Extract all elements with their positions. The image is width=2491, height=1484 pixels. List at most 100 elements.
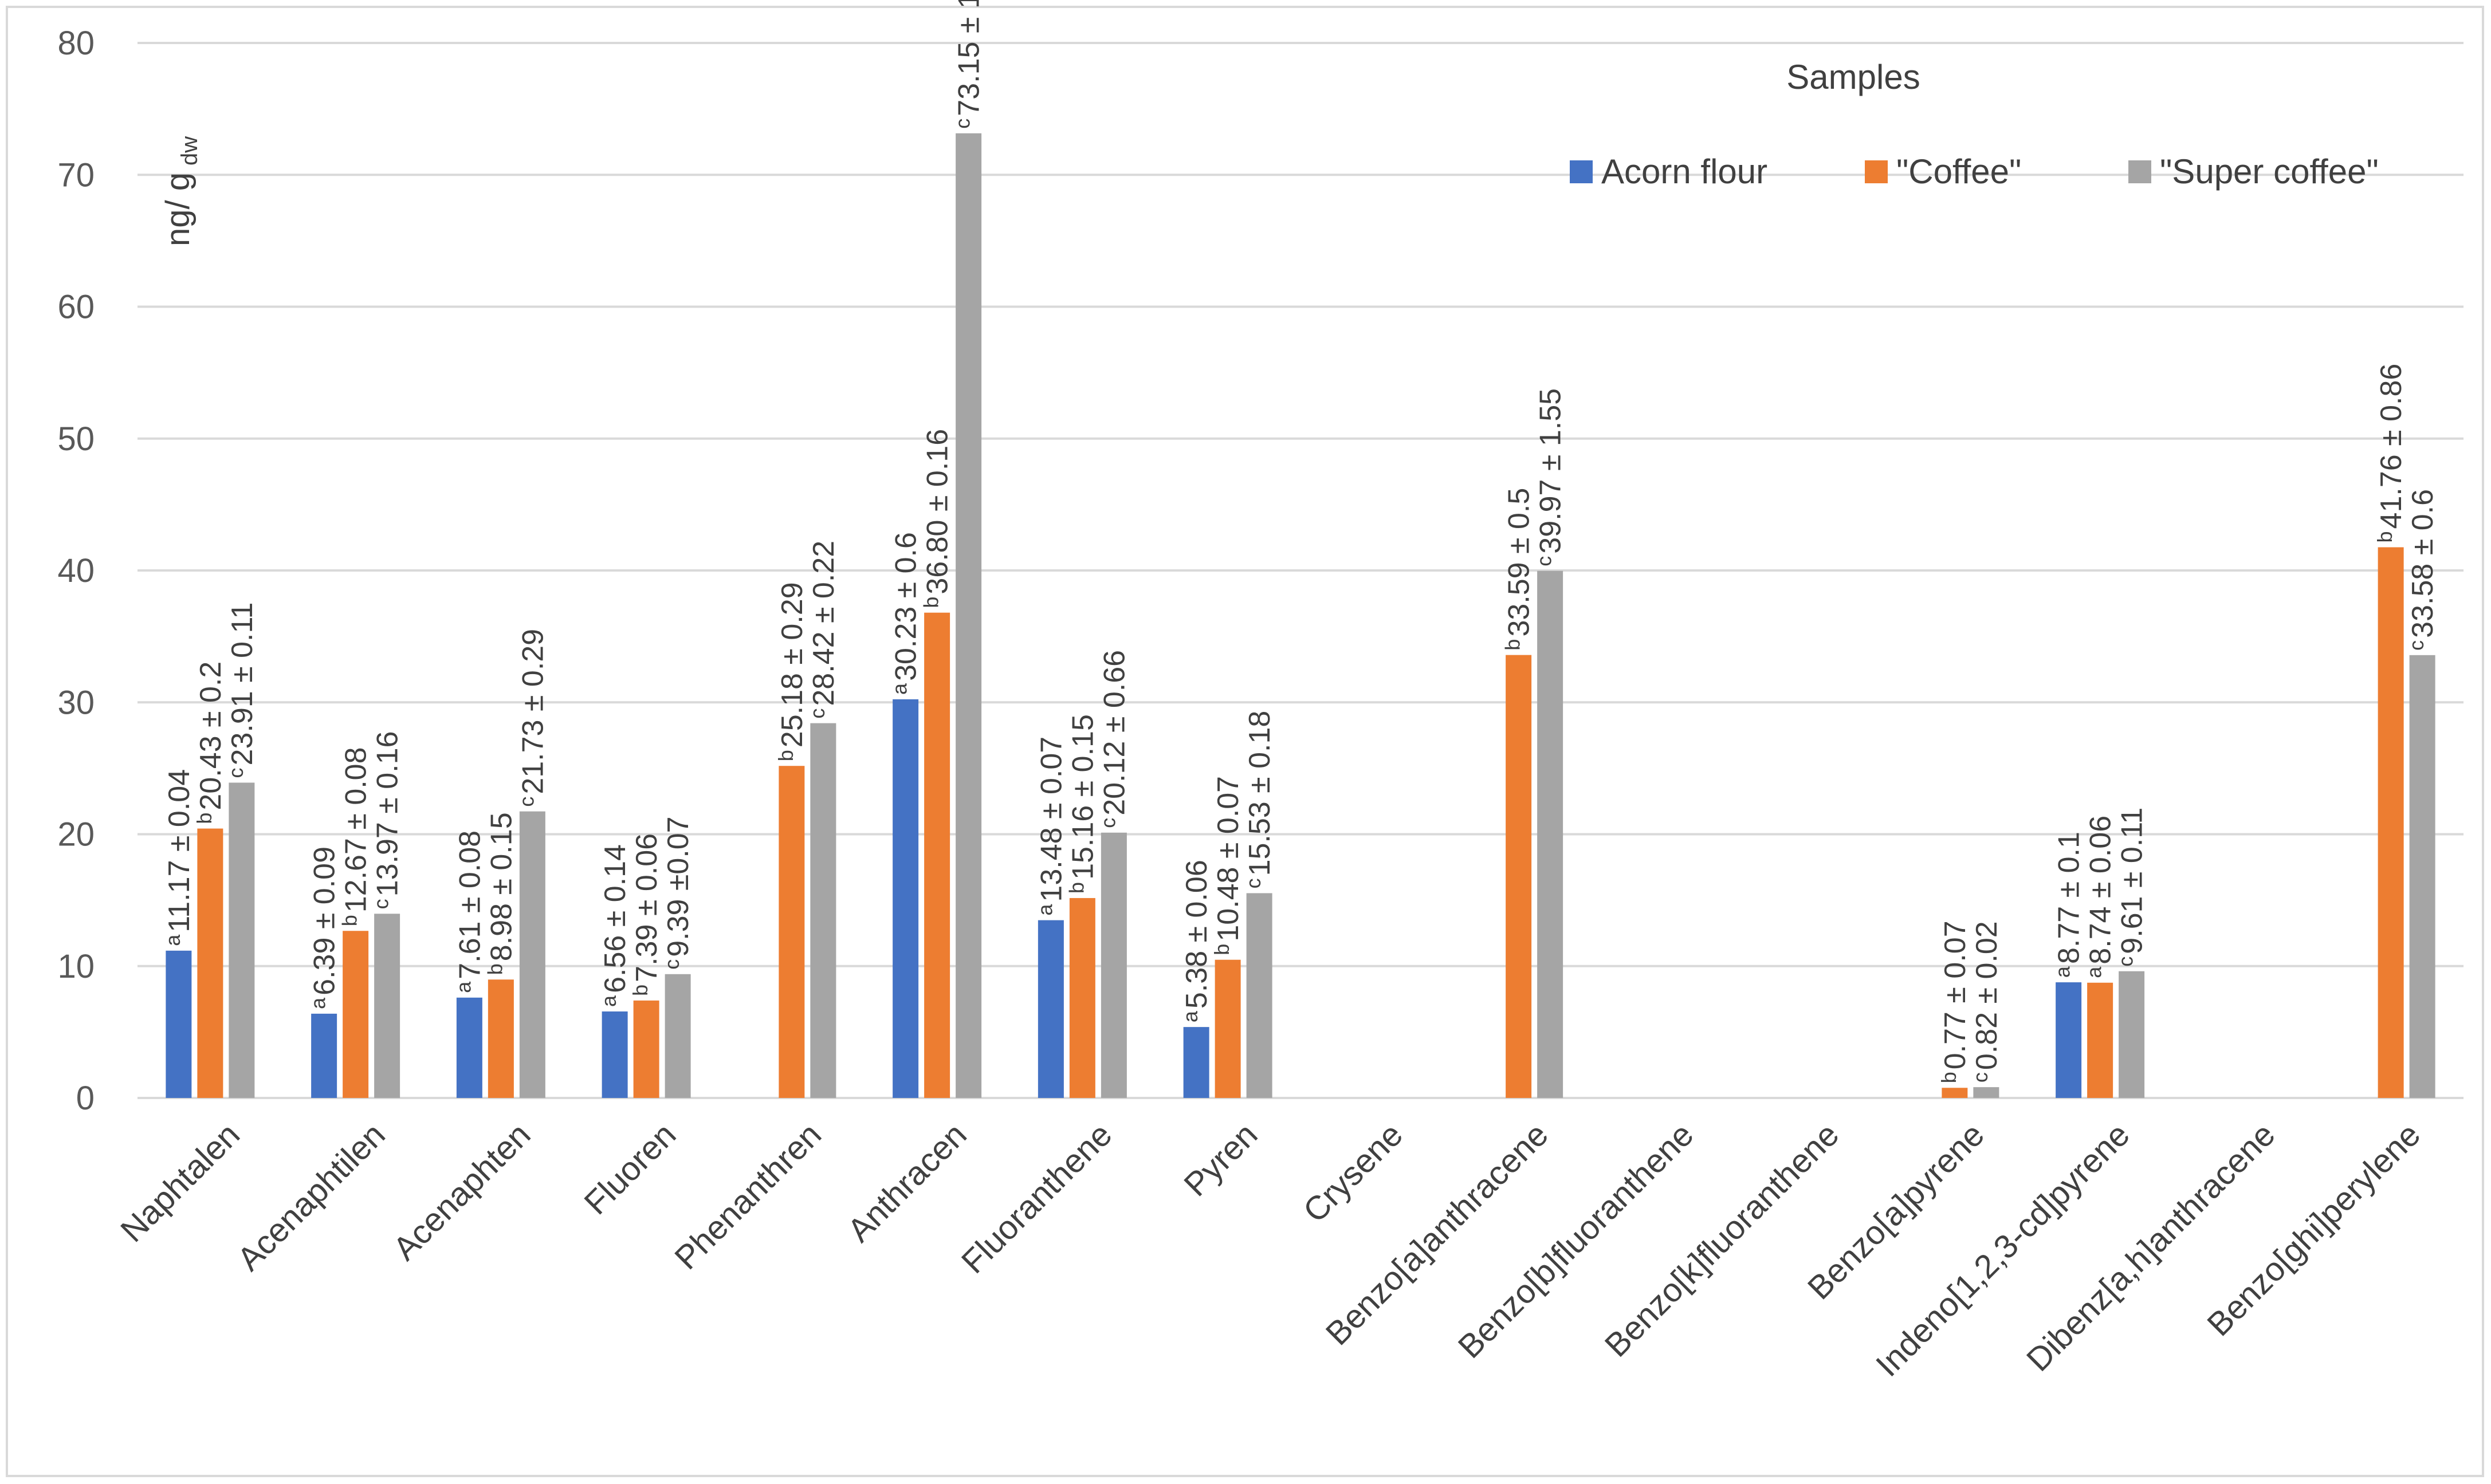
category-label: Pyren [1177,1116,1264,1203]
bar [488,979,514,1098]
data-label: c73.15 ± 1.3 [951,0,986,129]
bar [2409,655,2435,1098]
bar [1537,570,1563,1098]
bar [343,931,369,1098]
category-label: Crysene [1296,1116,1410,1230]
data-label: c21.73 ± 0.29 [514,629,549,807]
data-label: c9.61 ± 0.11 [2114,808,2149,967]
bar [1942,1088,1968,1098]
category-label: Dibenz[a,h]anthracene [2019,1116,2282,1379]
bar [1183,1027,1209,1098]
category-label: Indeno[1,2,3-cd]pyrene [1869,1116,2137,1384]
bar [2378,547,2404,1098]
data-label: b12.67 ± 0.08 [338,747,373,926]
bar [2119,971,2145,1098]
data-label: b41.76 ± 0.86 [2373,364,2408,543]
category-label: Acenaphtilen [230,1116,392,1278]
y-tick-label: 40 [57,552,95,589]
bar [1215,959,1241,1098]
data-label: c13.97 ± 0.16 [370,731,404,910]
data-label: b7.39 ± 0.06 [628,833,663,996]
y-tick-label: 10 [57,948,95,985]
data-label: b0.77 ± 0.07 [1937,920,1972,1083]
data-label: c28.42 ± 0.22 [806,541,840,719]
bar [633,1000,659,1098]
y-tick-label: 50 [57,420,95,458]
y-axis-ticks: 0 10 20 30 40 50 60 70 80 [57,25,95,1117]
y-tick-label: 60 [57,289,95,326]
bar [374,914,400,1098]
bar [665,974,691,1098]
category-label: Acenaphten [386,1116,538,1267]
bar [810,723,836,1098]
data-label: a8.77 ± 0.1 [2051,832,2086,978]
bar [311,1013,337,1098]
category-label: Naphtalen [113,1116,247,1249]
bar [197,828,223,1098]
category-label: Benzo[b]fluoranthene [1451,1116,1701,1365]
category-label: Phenanthren [667,1116,828,1277]
bar [456,997,482,1098]
legend-title: Samples [1786,58,1920,96]
data-label: c39.97 ± 1.55 [1533,388,1567,566]
bar [2087,982,2113,1098]
y-tick-label: 30 [57,684,95,721]
y-axis-label-sub: dw [177,136,202,166]
category-label: Fluoranthene [954,1116,1119,1281]
bar [1069,898,1095,1098]
data-label: a7.61 ± 0.08 [451,830,486,993]
legend-entry: Acorn flour [1601,152,1767,191]
data-label: a11.17 ± 0.04 [161,769,196,946]
y-axis-label: ng/ g dw [159,136,202,246]
bar [2056,982,2082,1098]
data-label: b25.18 ± 0.29 [774,582,809,761]
data-label: a5.38 ± 0.06 [1178,860,1213,1022]
bar [602,1011,628,1098]
legend-swatch [2128,160,2151,183]
data-label: a8.74 ± 0.06 [2083,816,2117,978]
bar [924,612,950,1098]
category-label: Fluoren [577,1116,683,1222]
bar [1038,920,1064,1098]
y-tick-label: 80 [57,25,95,62]
bar [956,133,982,1099]
chart-frame [6,6,2484,1477]
data-label: c9.39 ±0.07 [660,816,695,969]
bar [229,782,255,1098]
bar [166,950,192,1098]
category-label: Benzo[k]fluoranthene [1598,1116,1846,1364]
data-label: c23.91 ± 0.11 [224,603,259,778]
legend: Samples Acorn flour "Coffee" "Super coffee… [1570,58,2379,191]
legend-swatch [1570,160,1593,183]
legend-entry: "Super coffee" [2160,152,2379,191]
legend-entry: "Coffee" [1896,152,2021,191]
data-label: b33.59 ± 0.5 [1501,488,1536,651]
data-label: a30.23 ± 0.6 [888,532,923,695]
data-label: c20.12 ± 0.66 [1096,650,1131,828]
data-label: b20.43 ± 0.2 [192,662,227,824]
y-axis-label-main: ng/ g [159,172,197,246]
data-label: b10.48 ± 0.07 [1210,776,1245,955]
y-tick-label: 20 [57,816,95,853]
bar [779,766,805,1098]
bar [1101,832,1127,1098]
bar [1506,655,1532,1098]
data-label: b15.16 ± 0.15 [1064,714,1099,893]
data-label: a6.39 ± 0.09 [307,847,341,1009]
data-label: b36.80 ± 0.16 [920,429,954,608]
data-label: c33.58 ± 0.6 [2404,489,2439,651]
data-label: c0.82 ± 0.02 [1969,921,2003,1083]
data-label: a13.48 ± 0.07 [1033,737,1068,916]
bar [893,699,919,1098]
data-label: c15.53 ± 0.18 [1241,711,1276,889]
bars [166,133,2435,1099]
y-tick-label: 70 [57,156,95,194]
data-label: a6.56 ± 0.14 [597,844,632,1007]
bar [519,811,545,1098]
legend-swatch [1865,160,1888,183]
data-label: b8.98 ± 0.15 [483,812,518,975]
category-label: Anthracen [840,1116,974,1249]
